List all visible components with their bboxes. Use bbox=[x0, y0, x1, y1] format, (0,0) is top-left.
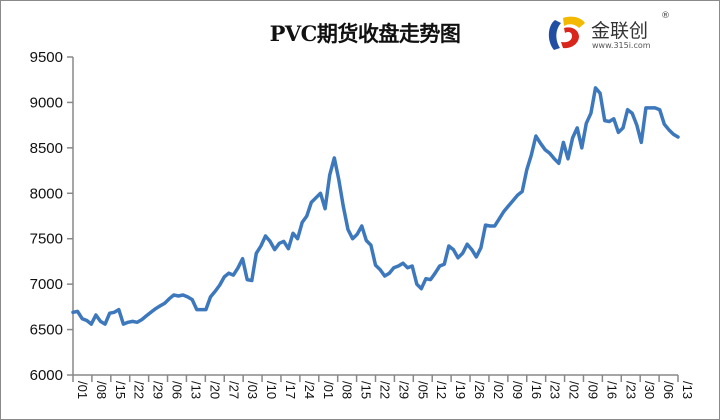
x-tick-label: /13 bbox=[188, 381, 203, 399]
x-tick-label: /09 bbox=[585, 381, 600, 399]
price-line bbox=[71, 86, 680, 326]
x-tick-label: /12 bbox=[434, 381, 449, 399]
x-tick-label: /02 bbox=[491, 381, 506, 399]
y-tick-label: 8000 bbox=[30, 185, 63, 202]
x-tick-label: /10 bbox=[264, 381, 279, 399]
x-tick-label: /26 bbox=[472, 381, 487, 399]
x-tick-label: /23 bbox=[548, 381, 563, 399]
x-tick-label: /15 bbox=[113, 381, 128, 399]
registered-mark: ® bbox=[661, 11, 670, 21]
x-tick-label: /16 bbox=[529, 381, 544, 399]
x-tick-label: /02 bbox=[567, 381, 582, 399]
x-tick-label: /06 bbox=[170, 381, 185, 399]
y-tick-label: 6500 bbox=[30, 322, 63, 339]
brand-name: 金联创 bbox=[591, 20, 649, 42]
x-tick-label: /06 bbox=[661, 381, 676, 399]
x-tick-label: /30 bbox=[642, 381, 657, 399]
x-tick-label: /13 bbox=[680, 381, 695, 399]
x-tick-label: /17 bbox=[283, 381, 298, 399]
x-tick-label: /23 bbox=[623, 381, 638, 399]
brand-logo: 金联创 ® www.315i.com bbox=[545, 11, 675, 54]
x-tick-label: /01 bbox=[75, 381, 90, 399]
y-tick-label: 7500 bbox=[30, 231, 63, 248]
y-tick-label: 8500 bbox=[30, 140, 63, 157]
brand-url: www.315i.com bbox=[592, 41, 651, 50]
x-tick-label: /05 bbox=[415, 381, 430, 399]
x-tick-label: /27 bbox=[226, 381, 241, 399]
y-tick-label: 9500 bbox=[30, 49, 63, 66]
x-tick-label: /08 bbox=[340, 381, 355, 399]
x-tick-label: /22 bbox=[378, 381, 393, 399]
x-tick-label: /08 bbox=[94, 381, 109, 399]
y-tick-label: 7000 bbox=[30, 276, 63, 293]
x-tick-label: /29 bbox=[151, 381, 166, 399]
y-axis: 6000 6500 7000 7500 8000 8500 9000 9500 bbox=[30, 49, 74, 384]
chart-title: PVC期货收盘走势图 bbox=[269, 21, 461, 46]
x-tick-label: /09 bbox=[510, 381, 525, 399]
y-tick-label: 9000 bbox=[30, 94, 63, 111]
x-tick-label: /01 bbox=[321, 381, 336, 399]
x-tick-label: /15 bbox=[359, 381, 374, 399]
x-tick-label: /16 bbox=[604, 381, 619, 399]
x-tick-label: /19 bbox=[453, 381, 468, 399]
x-tick-label: /24 bbox=[302, 381, 317, 399]
y-tick-label: 6000 bbox=[30, 367, 63, 384]
x-tick-label: /03 bbox=[245, 381, 260, 399]
x-tick-label: /29 bbox=[396, 381, 411, 399]
x-tick-label: /22 bbox=[132, 381, 147, 399]
x-tick-label: /20 bbox=[207, 381, 222, 399]
x-axis: /01/08/15/22/29/06/13/20/27/03/10/17/24 /… bbox=[72, 374, 695, 399]
brand-logo-icon bbox=[548, 16, 585, 50]
